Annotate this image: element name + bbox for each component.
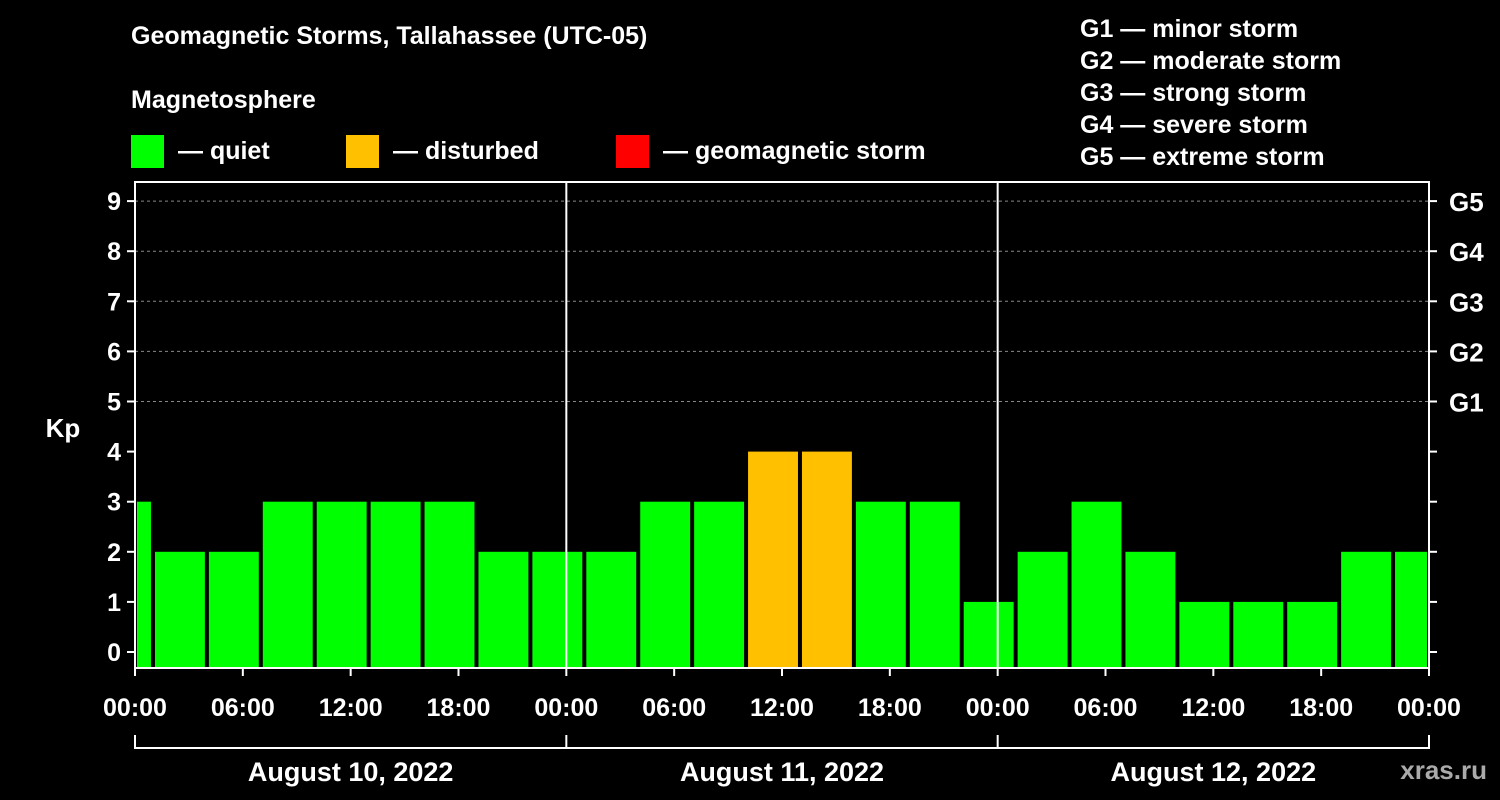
right-axis-label-g3: G3 [1449,287,1484,317]
kp-bar-1 [154,551,205,668]
storm-scale-g1: G1 — minor storm [1080,15,1299,43]
y-tick-label-0: 0 [107,639,121,667]
legend-storm: — geomagnetic storm [616,134,926,168]
x-tick-label-9: 06:00 [1074,694,1138,722]
legend-swatch-disturbed [346,134,379,168]
legend-disturbed: — disturbed [346,134,539,168]
legend-label-quiet: — quiet [178,136,270,165]
storm-scale-g4: G4 — severe storm [1080,111,1308,139]
right-axis-label-g5: G5 [1449,187,1484,217]
kp-bar-16 [963,601,1014,668]
y-tick-label-6: 6 [107,338,121,366]
storm-scale-g3: G3 — strong storm [1080,79,1307,107]
kp-bar-21 [1233,601,1284,668]
x-tick-label-4: 00:00 [534,694,598,722]
x-tick-label-8: 00:00 [966,694,1030,722]
kp-bar-7 [478,551,529,668]
y-tick-label-9: 9 [107,188,121,216]
legend-swatch-quiet [131,134,164,168]
day-label-2: August 12, 2022 [1111,757,1317,787]
kp-bar-23 [1341,551,1392,668]
x-tick-label-6: 12:00 [750,694,814,722]
kp-bar-19 [1125,551,1176,668]
y-tick-label-1: 1 [107,589,121,617]
y-tick-label-2: 2 [107,539,121,567]
chart-subtitle: Magnetosphere [131,86,316,114]
watermark: xras.ru [1400,755,1487,785]
kp-bar-22 [1287,601,1338,668]
x-tick-label-12: 00:00 [1397,694,1461,722]
x-tick-label-7: 18:00 [858,694,922,722]
x-tick-label-2: 12:00 [319,694,383,722]
y-tick-label-3: 3 [107,489,121,517]
day-label-0: August 10, 2022 [248,757,454,787]
y-tick-label-8: 8 [107,238,121,266]
kp-bar-14 [855,501,906,668]
legend-label-storm: — geomagnetic storm [663,136,926,165]
right-axis-label-g1: G1 [1449,388,1484,418]
storm-scale-g2: G2 — moderate storm [1080,47,1342,75]
storm-scale-list: G1 — minor storm G2 — moderate storm G3 … [1080,13,1341,173]
y-tick-label-4: 4 [107,439,121,467]
kp-bar-24 [1395,551,1427,668]
x-tick-label-11: 18:00 [1289,694,1353,722]
kp-bar-3 [262,501,313,668]
kp-bar-11 [694,501,745,668]
kp-bar-6 [424,501,475,668]
x-tick-label-0: 00:00 [103,694,167,722]
right-axis-label-g2: G2 [1449,337,1484,367]
kp-bar-17 [1017,551,1068,668]
kp-bar-9 [586,551,637,668]
x-tick-label-10: 12:00 [1181,694,1245,722]
day-label-1: August 11, 2022 [680,757,884,787]
storm-scale-g5: G5 — extreme storm [1080,143,1325,171]
kp-bar-0 [137,501,151,668]
legend-swatch-storm [616,134,649,168]
x-tick-label-3: 18:00 [427,694,491,722]
kp-bar-20 [1179,601,1230,668]
right-axis-label-g4: G4 [1449,237,1484,267]
kp-bar-4 [316,501,367,668]
x-tick-label-5: 06:00 [642,694,706,722]
y-tick-label-5: 5 [107,389,121,417]
kp-bar-10 [640,501,691,668]
legend-quiet: — quiet [131,134,270,168]
kp-bar-2 [208,551,259,668]
y-axis-label: Kp [46,413,81,443]
kp-bar-8 [532,551,583,668]
legend-label-disturbed: — disturbed [393,136,539,165]
chart-title: Geomagnetic Storms, Tallahassee (UTC-05) [131,22,648,50]
kp-bar-12 [748,451,798,668]
x-tick-label-1: 06:00 [211,694,275,722]
y-tick-label-7: 7 [107,288,121,316]
kp-bar-5 [370,501,421,668]
kp-bar-13 [801,451,852,668]
kp-bar-18 [1071,501,1122,668]
kp-bar-15 [909,501,960,668]
